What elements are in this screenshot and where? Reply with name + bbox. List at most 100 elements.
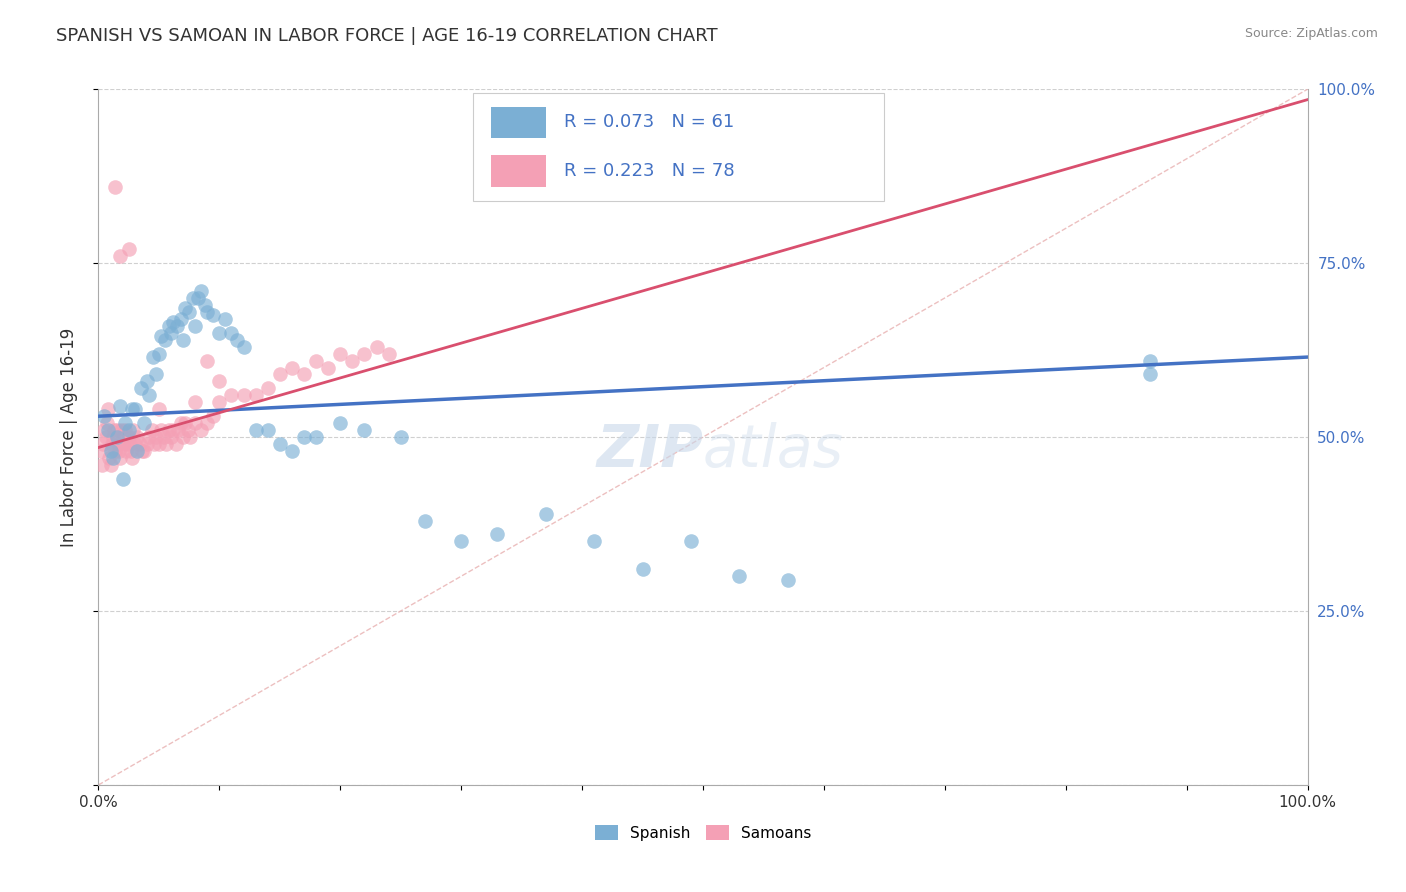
Point: [148, 402, 170, 417]
Point: [153, 333, 176, 347]
Point: [131, 444, 153, 458]
Point: [167, 423, 190, 437]
Point: [145, 430, 167, 444]
Point: [100, 458, 122, 472]
Point: [162, 423, 184, 437]
Point: [202, 308, 225, 322]
Point: [157, 318, 180, 333]
Point: [486, 527, 509, 541]
Point: [150, 329, 173, 343]
Point: [105, 423, 128, 437]
Point: [184, 318, 207, 333]
Point: [138, 388, 160, 402]
Point: [329, 346, 352, 360]
Point: [100, 444, 122, 458]
Point: [329, 416, 352, 430]
Point: [110, 423, 132, 437]
Point: [269, 368, 291, 382]
Point: [120, 444, 142, 458]
Point: [134, 444, 156, 458]
Point: [108, 399, 131, 413]
Point: [108, 444, 131, 458]
Point: [377, 346, 399, 360]
Point: [107, 437, 129, 451]
Point: [127, 430, 149, 444]
Point: [226, 333, 249, 347]
Point: [776, 573, 799, 587]
FancyBboxPatch shape: [492, 155, 546, 186]
Point: [97, 402, 120, 417]
Point: [142, 350, 165, 364]
Point: [181, 291, 204, 305]
Point: [169, 416, 191, 430]
Point: [292, 430, 315, 444]
Point: [281, 444, 304, 458]
Point: [141, 423, 163, 437]
Point: [679, 534, 702, 549]
Point: [1139, 353, 1161, 368]
Point: [129, 381, 152, 395]
FancyBboxPatch shape: [474, 93, 884, 201]
Point: [108, 249, 131, 263]
Point: [174, 301, 197, 316]
Point: [281, 360, 304, 375]
Point: [534, 507, 557, 521]
Point: [101, 450, 124, 465]
Point: [342, 353, 364, 368]
Point: [208, 326, 231, 340]
Point: [124, 402, 146, 417]
Point: [169, 311, 191, 326]
Point: [366, 340, 388, 354]
Point: [121, 402, 143, 417]
Point: [232, 388, 254, 402]
Point: [111, 437, 134, 451]
Point: [135, 375, 157, 389]
Point: [111, 472, 134, 486]
Point: [104, 444, 127, 458]
Point: [177, 423, 200, 437]
Point: [631, 562, 654, 576]
Point: [583, 534, 606, 549]
Point: [194, 298, 217, 312]
Point: [103, 423, 125, 437]
Point: [316, 360, 339, 375]
Point: [100, 437, 122, 451]
Point: [105, 430, 128, 444]
Text: R = 0.223   N = 78: R = 0.223 N = 78: [564, 161, 734, 179]
Point: [104, 179, 127, 194]
Point: [256, 423, 278, 437]
Point: [179, 430, 201, 444]
Point: [269, 437, 291, 451]
Point: [157, 423, 180, 437]
Point: [94, 430, 117, 444]
Point: [122, 423, 145, 437]
Point: [195, 353, 218, 368]
Point: [166, 318, 188, 333]
Point: [118, 437, 141, 451]
Point: [232, 340, 254, 354]
Point: [91, 458, 114, 472]
Text: SPANISH VS SAMOAN IN LABOR FORCE | AGE 16-19 CORRELATION CHART: SPANISH VS SAMOAN IN LABOR FORCE | AGE 1…: [56, 27, 718, 45]
Point: [97, 423, 120, 437]
Point: [389, 430, 412, 444]
Point: [256, 381, 278, 395]
Point: [190, 284, 212, 298]
Point: [96, 416, 118, 430]
Point: [114, 423, 136, 437]
Point: [221, 388, 243, 402]
Point: [221, 326, 243, 340]
Point: [214, 311, 236, 326]
Point: [127, 444, 149, 458]
Y-axis label: In Labor Force | Age 16-19: In Labor Force | Age 16-19: [59, 327, 77, 547]
Point: [138, 430, 160, 444]
Point: [202, 409, 225, 424]
Point: [172, 333, 194, 347]
Point: [118, 423, 141, 437]
Point: [115, 444, 138, 458]
Point: [165, 437, 187, 451]
Point: [187, 291, 209, 305]
Point: [124, 437, 146, 451]
Point: [98, 450, 121, 465]
Point: [101, 430, 124, 444]
Point: [179, 305, 201, 319]
